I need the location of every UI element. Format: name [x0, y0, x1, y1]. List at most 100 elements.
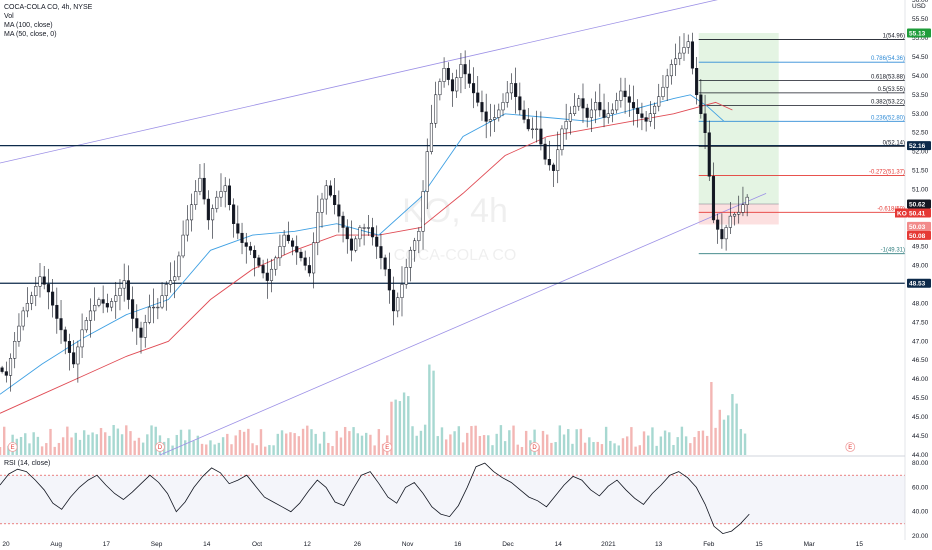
candle-body	[219, 191, 223, 198]
volume-bar	[343, 426, 347, 455]
volume-bar	[684, 436, 688, 455]
candle-body	[118, 287, 122, 296]
price-tick-label: 45.50	[912, 395, 929, 402]
volume-bar	[415, 435, 418, 455]
candle-body	[648, 113, 652, 122]
candle-body	[535, 128, 539, 130]
candle-body	[257, 257, 261, 266]
candle-body	[114, 295, 118, 302]
candle-body	[366, 227, 370, 229]
candle-body	[737, 212, 741, 215]
price-tick-label: 52.00	[912, 149, 929, 156]
price-pane[interactable]: KO, 4h COCA-COLA CO 1(54.96) 0.786(54.36) 0.…	[0, 0, 905, 456]
symbol-tag	[895, 208, 907, 218]
candle-body	[295, 246, 299, 253]
price-tick-label: 52.50	[912, 130, 929, 137]
candle-body	[434, 94, 438, 124]
price-tick-label: 54.00	[912, 73, 929, 80]
volume-bar	[377, 429, 381, 455]
candle-body	[589, 109, 593, 118]
volume-bar	[184, 440, 187, 455]
candle-body	[21, 310, 25, 327]
volume-bar	[487, 435, 490, 455]
volume-bar	[625, 436, 629, 455]
candle-body	[669, 64, 673, 77]
fib-level-label: 0.236(52.80)	[871, 115, 905, 121]
candle-body	[640, 113, 644, 118]
volume-bar	[718, 409, 721, 455]
volume-bar	[651, 427, 654, 455]
volume-bar	[242, 431, 246, 455]
volume-bar	[301, 428, 305, 455]
candle-body	[109, 301, 114, 308]
rsi-tick-label: 40.00	[912, 509, 929, 516]
legend-title: COCA-COLA CO, 4h, NYSE	[4, 4, 93, 11]
fib-level-label: 0(52.14)	[883, 140, 905, 146]
volume-bar	[638, 445, 642, 455]
volume-bar	[104, 432, 107, 455]
price-tick-label: 47.50	[912, 319, 929, 326]
candle-body	[312, 242, 316, 274]
candle-body	[417, 231, 421, 242]
volume-bar	[141, 442, 145, 455]
volume-bar	[192, 440, 195, 455]
volume-bar	[348, 431, 351, 455]
candle-body	[657, 96, 661, 107]
candle-body	[240, 232, 244, 243]
volume-bar	[499, 425, 503, 455]
candle-body	[631, 102, 636, 109]
volume-bar	[78, 439, 82, 455]
volume-bar	[369, 434, 372, 455]
candle-body	[34, 286, 38, 297]
candle-body	[93, 304, 97, 312]
rsi-pane[interactable]	[0, 462, 905, 535]
candle-body	[269, 268, 274, 281]
price-tick-label: 49.00	[912, 262, 929, 269]
candle-body	[236, 223, 240, 234]
candle-body	[522, 109, 526, 120]
volume-bar	[3, 426, 6, 455]
fib-level-label: -0.618(50)	[877, 206, 905, 212]
candle-body	[72, 352, 76, 365]
candle-body	[518, 96, 522, 111]
candle-body	[206, 198, 210, 221]
volume-bar	[175, 434, 178, 455]
volume-bar	[449, 434, 452, 455]
volume-bar	[432, 370, 435, 455]
candle-body	[244, 242, 248, 247]
volume-bar	[57, 442, 61, 455]
fib-level-label: 0.382(53.22)	[871, 99, 905, 105]
volume-bar	[714, 427, 717, 455]
volume-bar	[339, 437, 343, 455]
volume-bar	[613, 443, 616, 455]
candle-body	[261, 265, 265, 274]
candle-body	[160, 295, 164, 308]
candle-body	[695, 68, 699, 96]
volume-bar	[579, 428, 583, 455]
volume-bar	[150, 425, 153, 455]
volume-bar	[331, 446, 334, 455]
volume-bar	[550, 442, 553, 455]
candle-body	[573, 105, 577, 114]
price-tag-label: 55.13	[909, 30, 926, 37]
volume-bar	[230, 444, 233, 455]
candle-body	[88, 310, 93, 321]
event-marker	[845, 442, 856, 452]
volume-bar	[390, 401, 393, 455]
volume-bar	[251, 443, 254, 455]
volume-bar	[503, 441, 507, 455]
candle-body	[509, 83, 513, 94]
candle-body	[358, 227, 362, 240]
candle-body	[303, 257, 307, 266]
price-tag-label: 50.62	[909, 201, 926, 208]
volume-bar	[82, 430, 86, 455]
candle-body	[610, 109, 615, 115]
volume-bar	[272, 445, 275, 455]
candle-body	[514, 83, 518, 97]
volume-bar	[457, 426, 461, 455]
candle-body	[598, 102, 602, 111]
candle-body	[101, 299, 105, 304]
event-marker	[155, 442, 165, 452]
